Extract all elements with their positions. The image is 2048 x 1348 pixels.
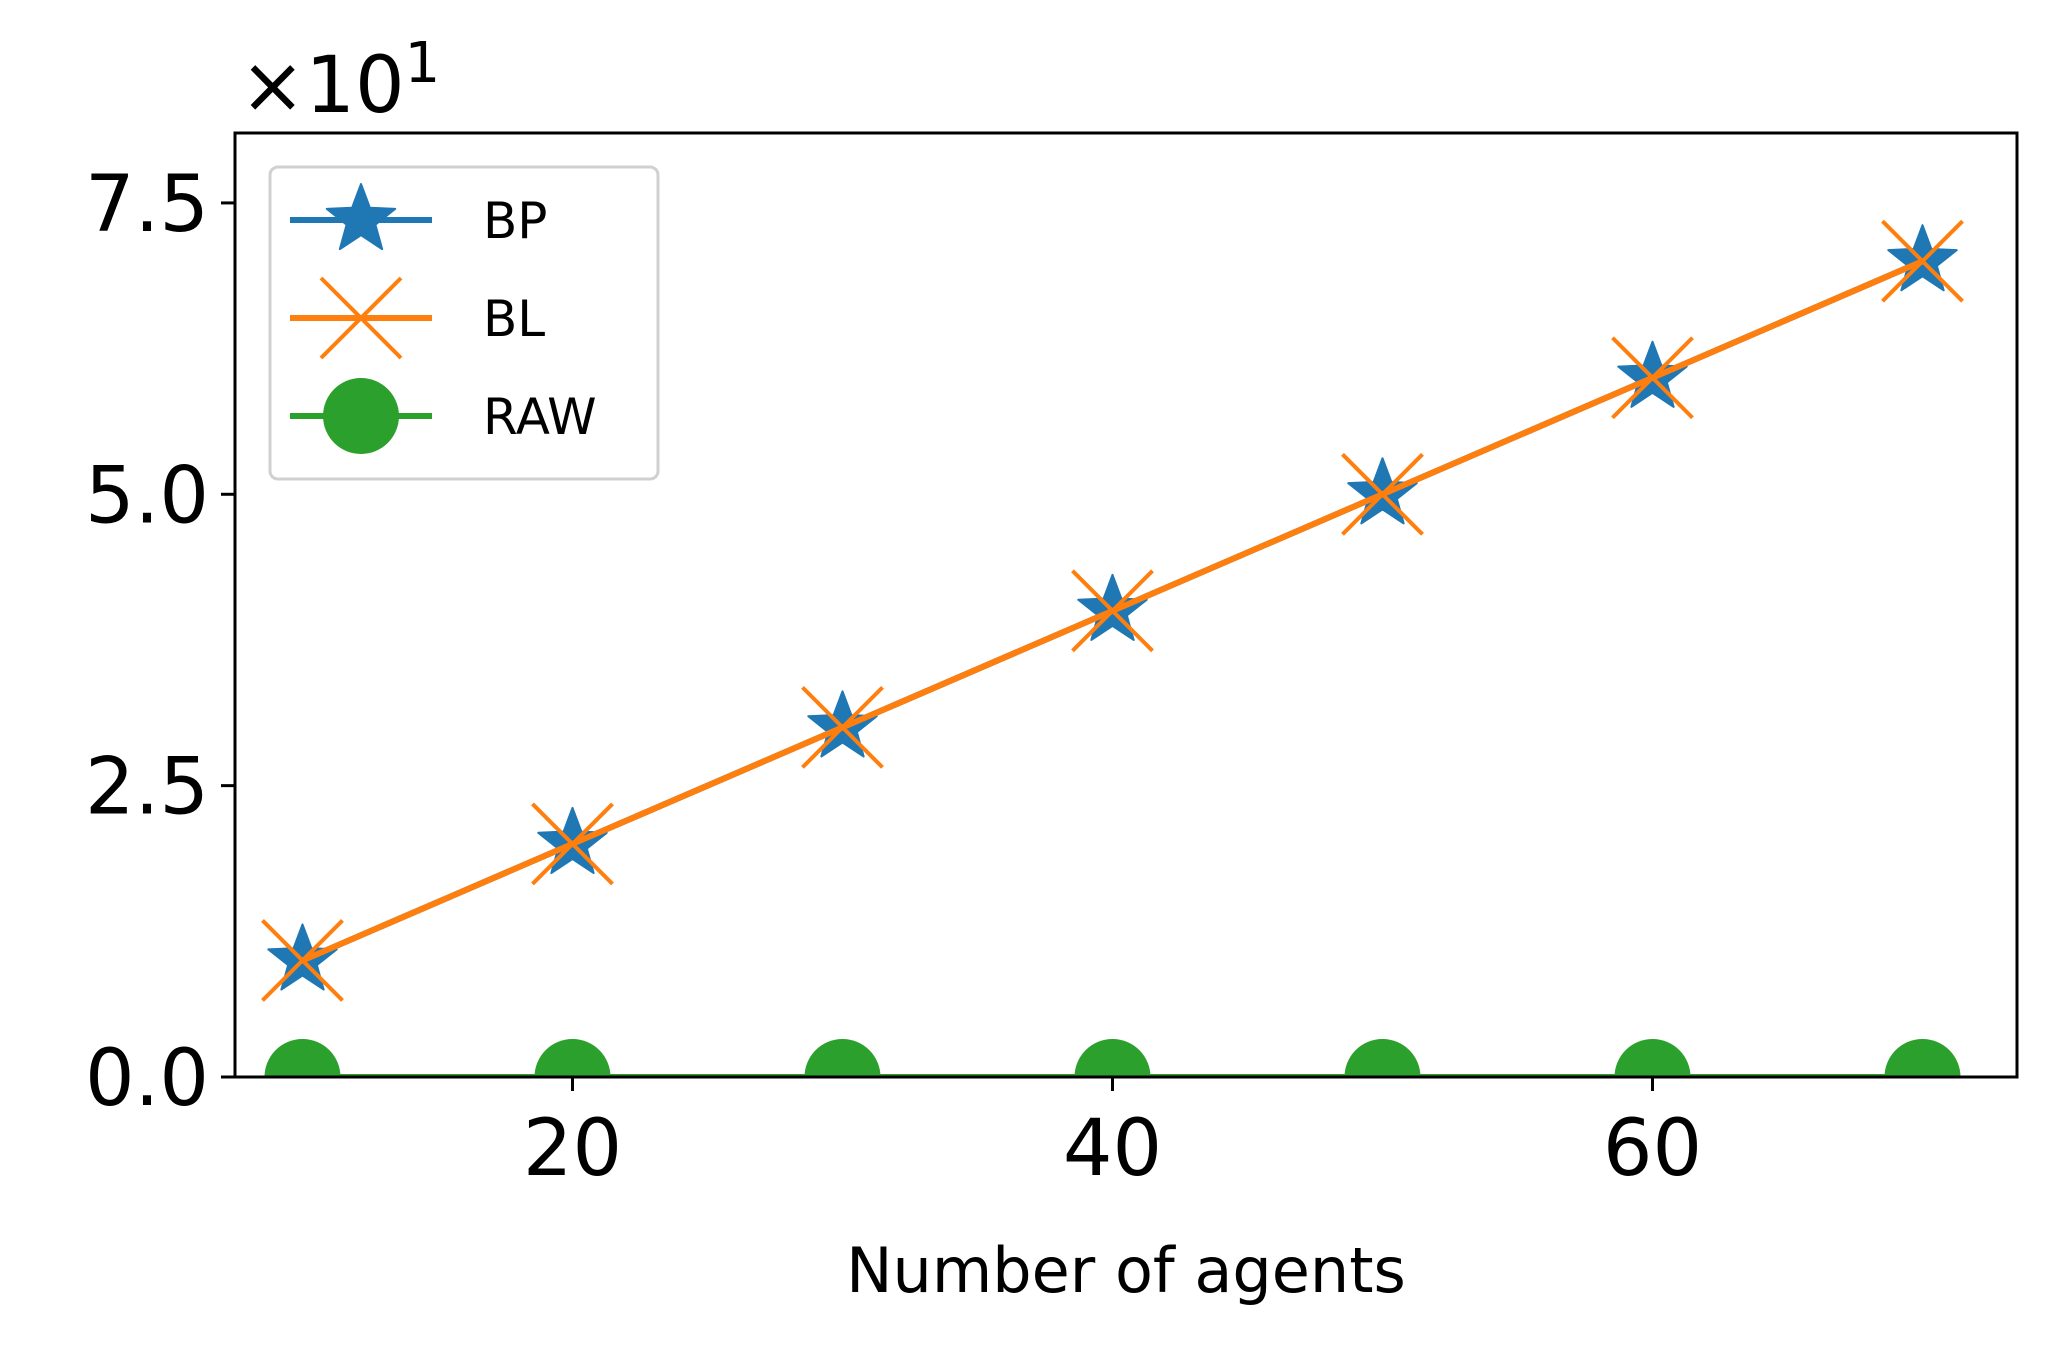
data-point [264, 1039, 341, 1077]
legend-marker [325, 183, 397, 251]
data-point [531, 802, 614, 886]
data-point [1071, 569, 1154, 653]
series-layer [261, 219, 1964, 1077]
data-point [1887, 224, 1958, 292]
y-axis: 0.0 2.5 5.0 7.5 [85, 160, 235, 1124]
y-axis-offset-label: ×101 [240, 31, 440, 131]
data-point [1614, 1039, 1691, 1077]
data-point [801, 685, 884, 769]
y-tick-label: 2.5 [85, 743, 209, 833]
plot-frame [233, 131, 2019, 1079]
x-tick-label: 20 [523, 1104, 622, 1194]
data-point [1344, 1039, 1421, 1077]
legend-item-bp: BP [290, 183, 547, 251]
legend-marker [319, 276, 403, 360]
data-point [534, 1039, 611, 1077]
x-axis-label: Number of agents [846, 1234, 1406, 1307]
legend-item-raw: RAW [290, 378, 597, 454]
data-point [1341, 452, 1424, 536]
x-tick-label: 60 [1603, 1104, 1702, 1194]
data-point [804, 1039, 881, 1077]
series-bl [261, 219, 1964, 1002]
y-tick-label: 7.5 [85, 160, 209, 250]
x-axis: 20 40 60 [523, 1077, 1702, 1194]
legend-label: BL [483, 290, 545, 348]
data-point [1884, 1039, 1961, 1077]
y-tick-label: 0.0 [85, 1034, 209, 1124]
data-point [261, 919, 344, 1002]
legend: BP BL RAW [268, 165, 660, 481]
y-tick-label: 5.0 [85, 451, 209, 541]
data-point [1611, 336, 1694, 420]
series-raw [264, 1039, 1961, 1077]
legend-label: BP [483, 192, 547, 250]
x-tick-label: 40 [1063, 1104, 1162, 1194]
legend-marker [323, 378, 399, 454]
data-point [1074, 1039, 1151, 1077]
legend-label: RAW [483, 388, 597, 446]
data-point [1881, 219, 1964, 303]
legend-item-bl: BL [290, 276, 545, 360]
